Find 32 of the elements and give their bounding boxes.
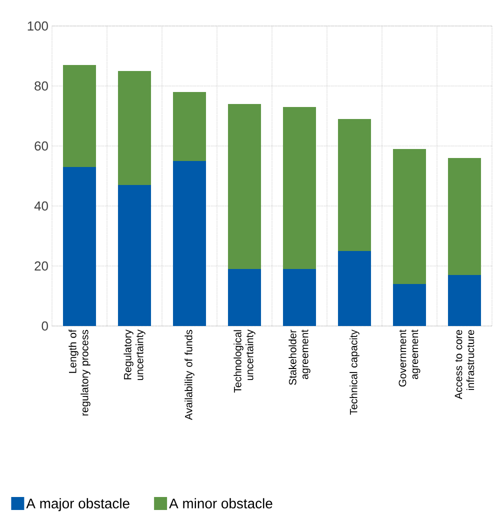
x-tick-label: Government agreement <box>398 330 420 387</box>
bar <box>282 106 316 269</box>
bar <box>118 185 151 326</box>
x-tick-label: Stakeholder agreement <box>288 330 310 385</box>
bar <box>392 284 426 326</box>
x-tick-label: Availability of funds <box>184 330 194 420</box>
bar <box>448 158 481 275</box>
y-tick-label: 0 <box>42 321 48 331</box>
bar <box>173 92 206 161</box>
x-tick-label: Technological uncertainty <box>234 330 256 393</box>
legend-label: A minor obstacle <box>169 498 272 508</box>
y-tick-label: 20 <box>34 261 48 271</box>
y-tick-label: 80 <box>34 81 48 91</box>
bar <box>228 104 261 269</box>
y-tick-label: 60 <box>34 141 48 151</box>
x-tick-label: Regulatory uncertainty <box>124 330 146 380</box>
bar <box>63 167 96 326</box>
bar <box>338 251 371 326</box>
x-tick-label: Access to core infrastructure <box>454 330 474 400</box>
bar <box>392 148 426 284</box>
bar <box>228 269 261 326</box>
bar <box>282 269 316 326</box>
bar <box>448 275 481 326</box>
y-tick-label: 40 <box>34 201 48 211</box>
bar <box>173 161 206 326</box>
x-tick-label: Length of regulatory process <box>68 330 90 416</box>
bar <box>338 118 371 251</box>
y-tick-label: 100 <box>28 21 48 31</box>
legend-label: A major obstacle <box>26 498 130 512</box>
bar <box>118 70 151 185</box>
bar <box>63 64 96 167</box>
x-tick-label: Technical capacity <box>350 330 360 415</box>
